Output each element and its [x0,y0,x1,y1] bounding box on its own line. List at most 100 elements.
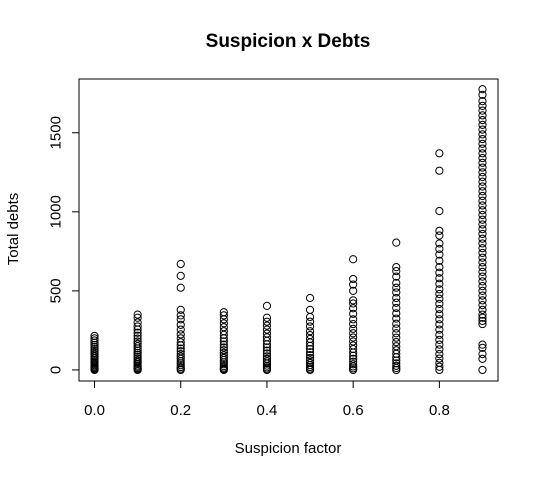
data-point [219,351,228,360]
data-point [90,344,99,354]
data-point [176,259,185,269]
data-point [478,316,487,326]
data-point [349,304,358,313]
data-point [478,340,487,349]
x-axis: 0.0 0.2 0.4 0.6 0.8 [84,380,450,419]
data-point [349,286,358,295]
data-point [478,158,487,167]
data-point [435,256,444,265]
data-point [349,315,358,324]
data-point [435,354,444,363]
data-point [435,350,444,359]
data-point [392,324,401,333]
data-point [133,337,142,346]
data-point [305,317,315,326]
data-point [392,283,401,292]
x-tick-label: 0.0 [84,402,105,419]
data-point [478,220,487,229]
data-point [176,350,185,359]
data-point [392,267,401,276]
data-point [219,308,228,317]
y-tick-label: 1500 [48,116,65,149]
data-point [435,274,444,283]
data-point [176,271,185,280]
data-point [435,330,444,339]
data-point [262,321,272,330]
data-point [176,305,185,314]
data-point [392,298,401,307]
data-point [478,111,487,120]
data-point [392,238,401,247]
y-tick-label: 0 [48,366,65,374]
data-point [435,244,444,254]
data-point [478,313,487,322]
data-point [478,234,487,243]
data-point [392,329,401,338]
data-point [435,310,444,319]
data-point [435,340,444,349]
data-point [219,311,228,320]
x-tick-label: 0.8 [429,402,450,419]
data-point [176,344,185,353]
data-point [349,324,358,333]
data-point [219,346,228,355]
data-point [262,349,272,358]
data-point [392,319,401,328]
data-point [392,309,401,318]
data-point [478,196,487,205]
data-point [305,322,315,331]
data-point [392,272,401,281]
data-point [435,362,444,371]
data-point [219,340,228,349]
data-point [176,334,185,343]
data-point [133,331,142,340]
data-point [435,294,444,303]
data-point [219,348,228,357]
data-point [90,334,99,343]
data-point [478,354,487,363]
data-point [90,342,99,352]
data-point [478,139,487,148]
data-point [478,97,487,106]
data-point [435,299,444,308]
data-point [478,134,487,144]
data-point [392,359,401,368]
data-point [435,304,444,314]
data-point [392,333,401,342]
x-tick-label: 0.6 [343,402,364,419]
data-point [392,278,401,288]
data-point [176,311,185,320]
data-point [349,319,358,329]
data-point [176,315,185,324]
data-point [219,327,228,336]
data-point [478,350,487,359]
data-point [435,320,444,329]
data-point [219,353,228,363]
data-point [478,149,487,158]
data-point [262,325,272,334]
data-point [478,282,487,291]
data-point [133,339,142,348]
data-point [305,358,315,368]
data-point [478,286,487,295]
data-point [435,289,444,299]
data-point [262,313,272,322]
data-point [133,348,142,357]
data-point [133,352,142,362]
data-point [349,360,358,369]
data-point [478,130,487,139]
data-point [478,168,487,177]
data-point [392,314,401,323]
data-point [435,263,444,272]
data-point [478,215,487,224]
data-point [262,301,272,310]
data-point [305,293,315,303]
data-point [305,350,315,360]
data-point [478,277,487,286]
data-point [349,357,358,366]
data-point [478,229,487,239]
data-point [90,340,99,350]
data-point [478,106,487,115]
data-point [435,358,444,367]
data-point [435,268,444,277]
